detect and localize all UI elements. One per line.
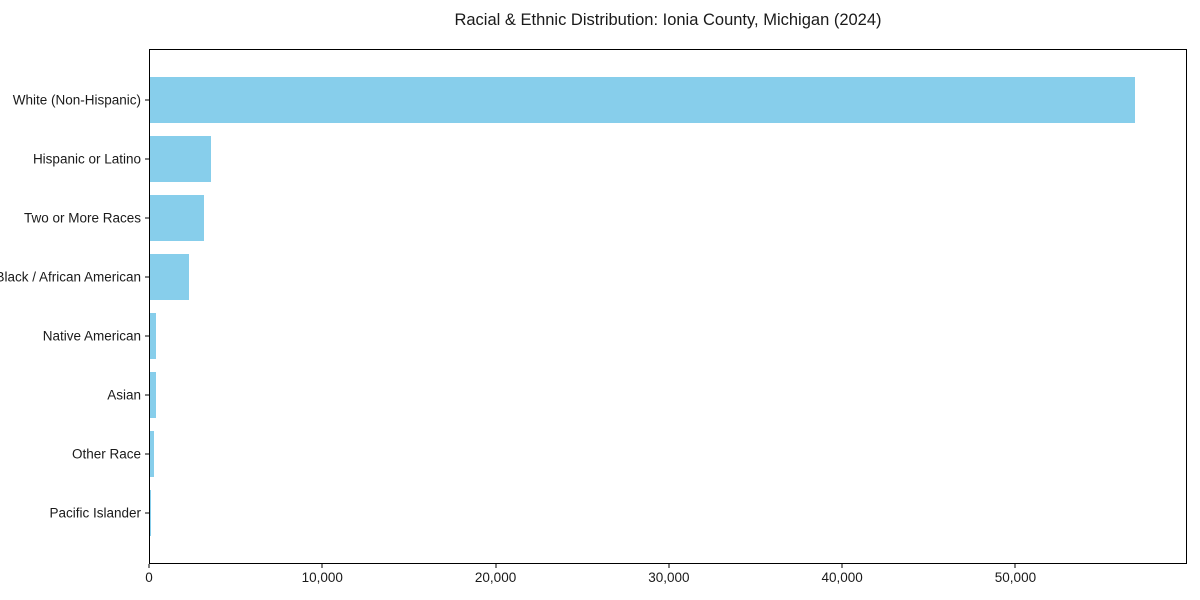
y-tick-mark [145, 453, 149, 455]
y-tick-label: Other Race [71, 446, 141, 462]
y-tick-label: White (Non-Hispanic) [12, 92, 141, 108]
chart-row: Two or More Races [24, 188, 1186, 247]
y-tick-label: Hispanic or Latino [32, 151, 141, 167]
y-tick-mark [145, 158, 149, 160]
y-tick-label: Two or More Races [23, 210, 141, 226]
y-tick-label: Native American [42, 328, 141, 344]
x-tick-mark [841, 564, 843, 568]
bar-hispanic-or-latino [150, 135, 211, 182]
y-tick-mark [145, 512, 149, 514]
chart-row: Pacific Islander [49, 484, 1186, 543]
bar-other-race [150, 431, 154, 478]
bar-white-non-hispanic [150, 76, 1135, 123]
x-tick-mark [321, 564, 323, 568]
chart-row: Native American [43, 307, 1186, 366]
x-tick-label: 0 [145, 570, 153, 585]
chart-row: Hispanic or Latino [33, 129, 1186, 188]
bar-asian [150, 372, 156, 419]
x-tick-mark [148, 564, 150, 568]
x-axis: 0 10,000 20,000 30,000 40,000 50,000 [145, 564, 1187, 594]
y-tick-mark [145, 217, 149, 219]
x-tick-mark [1014, 564, 1016, 568]
chart-row: Asian [107, 366, 1186, 425]
y-tick-mark [145, 99, 149, 101]
bar-black-african-american [150, 253, 189, 300]
y-tick-mark [145, 394, 149, 396]
y-tick-mark [145, 276, 149, 278]
x-tick-label: 40,000 [821, 570, 863, 585]
y-tick-mark [145, 335, 149, 337]
bar-native-american [150, 313, 157, 360]
y-tick-label: Pacific Islander [49, 505, 141, 521]
chart-row: Black / African American [0, 247, 1186, 306]
x-tick-label: 30,000 [648, 570, 690, 585]
chart-title: Racial & Ethnic Distribution: Ionia Coun… [454, 11, 882, 29]
plot-rows: White (Non-Hispanic) Hispanic or Latino Tw… [0, 50, 1186, 563]
x-tick-label: 10,000 [301, 570, 343, 585]
chart-row: Other Race [72, 425, 1186, 484]
x-tick-mark [495, 564, 497, 568]
x-tick-label: 50,000 [994, 570, 1037, 585]
x-tick-label: 20,000 [474, 570, 517, 585]
chart-row: White (Non-Hispanic) [13, 70, 1186, 129]
y-tick-label: Black / African American [0, 269, 141, 285]
y-tick-label: Asian [107, 387, 141, 403]
x-tick-mark [668, 564, 670, 568]
bar-two-or-more-races [150, 194, 205, 241]
plot-area: White (Non-Hispanic) Hispanic or Latino Tw… [0, 49, 1187, 564]
